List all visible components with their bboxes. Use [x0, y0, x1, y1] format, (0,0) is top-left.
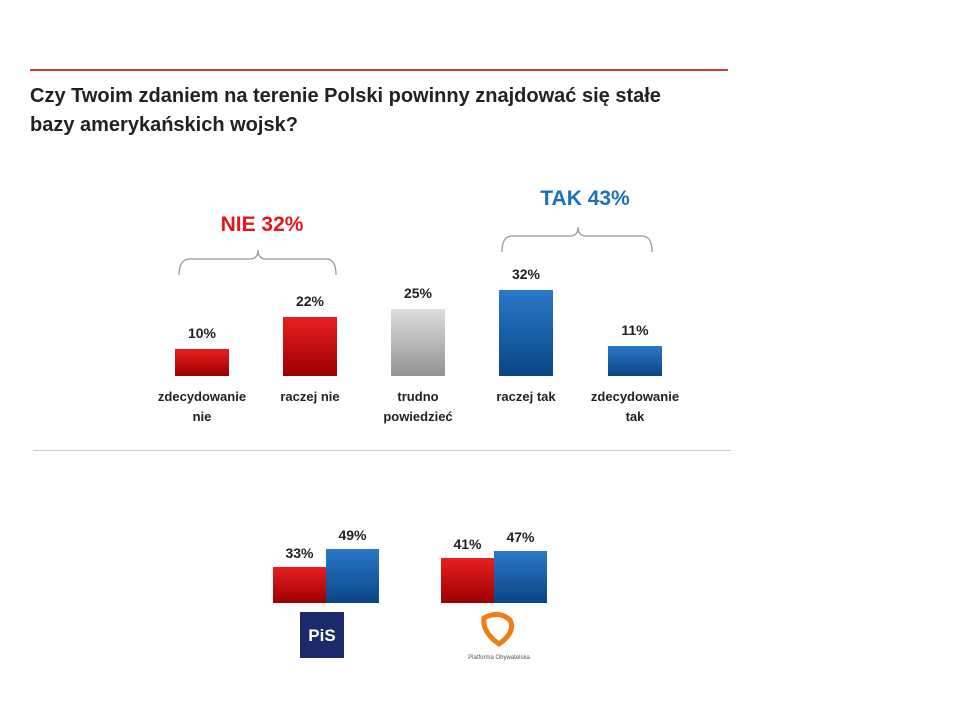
bar — [326, 549, 379, 603]
category-label: zdecydowanie tak — [590, 389, 680, 424]
category-label: raczej nie — [280, 389, 340, 404]
value-label: 41% — [453, 535, 482, 552]
value-label: 47% — [506, 529, 535, 546]
bar — [175, 349, 229, 376]
bar — [283, 316, 337, 376]
bar — [391, 308, 445, 376]
category-label: raczej tak — [496, 389, 556, 404]
po-logo: Platforma Obywatelska — [466, 612, 532, 668]
value-label: 11% — [621, 322, 649, 339]
annotation: NIE 32% — [220, 213, 304, 236]
bar — [273, 566, 326, 603]
title: Czy Twoim zdaniem na terenie Polski powi… — [30, 85, 661, 136]
pis-logo: PiS — [300, 612, 344, 658]
category-label: zdecydowanie nie — [157, 389, 247, 424]
bar — [441, 557, 494, 603]
value-label: 25% — [403, 284, 433, 301]
top-rule — [30, 69, 728, 71]
bar — [494, 551, 547, 603]
value-label: 10% — [187, 325, 217, 341]
po-logo-mark — [481, 612, 515, 648]
bar — [499, 289, 553, 376]
value-label: 32% — [511, 265, 541, 282]
value-label: 33% — [285, 544, 314, 561]
annotation: TAK 43% — [540, 187, 630, 210]
separator — [33, 450, 731, 451]
nie-bracket — [178, 249, 337, 276]
category-label: trudno powiedzieć — [383, 389, 453, 424]
value-label: 22% — [295, 292, 325, 309]
bar — [608, 346, 662, 376]
po-logo-text: Platforma Obywatelska — [468, 655, 530, 661]
tak-bracket — [501, 226, 653, 253]
pis-logo-text: PiS — [308, 626, 336, 645]
value-label: 49% — [338, 527, 367, 544]
